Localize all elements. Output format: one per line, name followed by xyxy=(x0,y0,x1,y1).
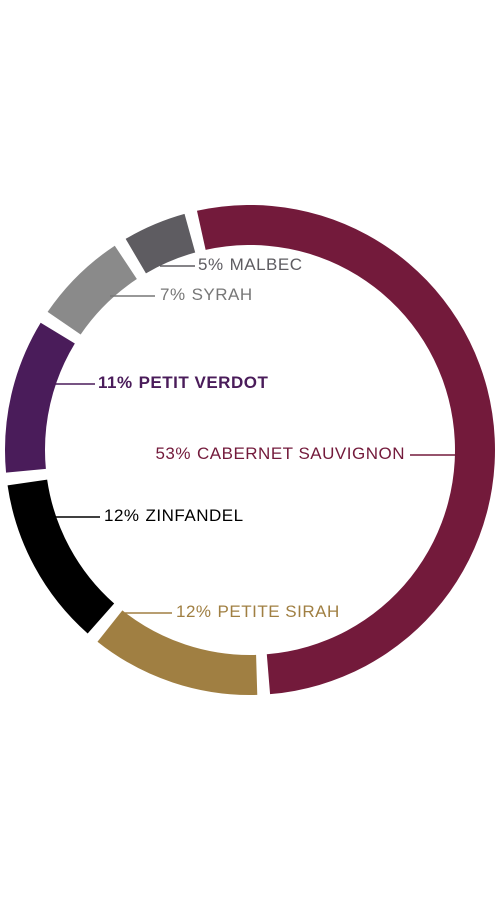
donut-segment xyxy=(7,479,115,634)
segment-label: 5% MALBEC xyxy=(198,255,303,274)
donut-segment xyxy=(196,204,496,695)
category-label: PETIT VERDOT xyxy=(139,373,269,392)
category-label: PETITE SIRAH xyxy=(218,602,340,621)
category-label: CABERNET SAUVIGNON xyxy=(197,444,405,463)
donut-segment xyxy=(4,322,75,473)
category-label: ZINFANDEL xyxy=(146,506,244,525)
value-label: 12% xyxy=(176,602,212,621)
segment-label: 7% SYRAH xyxy=(160,285,253,304)
category-label: MALBEC xyxy=(230,255,303,274)
value-label: 7% xyxy=(160,285,186,304)
segment-label: 53% CABERNET SAUVIGNON xyxy=(155,444,405,463)
segment-label: 12% ZINFANDEL xyxy=(104,506,244,525)
donut-segment xyxy=(125,213,196,274)
segment-label: 11% PETIT VERDOT xyxy=(98,373,268,392)
value-label: 53% xyxy=(155,444,191,463)
value-label: 12% xyxy=(104,506,140,525)
donut-segment xyxy=(97,610,258,695)
value-label: 5% xyxy=(198,255,224,274)
category-label: SYRAH xyxy=(192,285,253,304)
donut-segment xyxy=(47,245,137,335)
value-label: 11% xyxy=(98,373,133,392)
segment-label: 12% PETITE SIRAH xyxy=(176,602,340,621)
